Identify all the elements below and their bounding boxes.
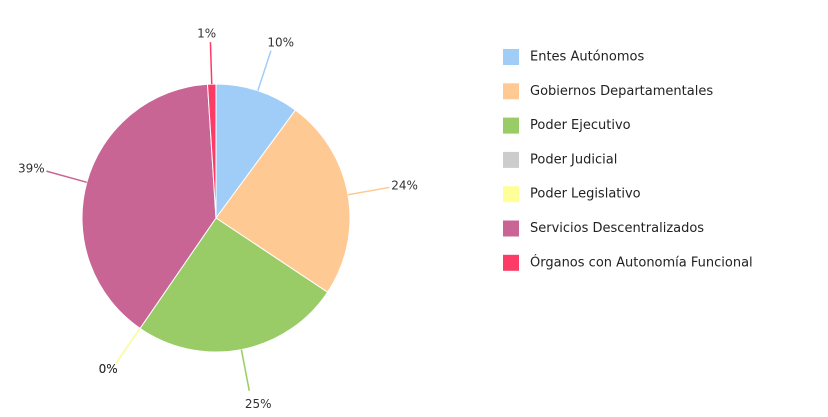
leader-line [46,170,88,184]
legend-label: Gobiernos Departamentales [530,84,713,99]
legend-swatch [503,186,519,203]
legend-swatch [503,254,519,271]
legend-swatch [503,49,519,65]
data-label: 10% [267,36,294,50]
pie-slice [139,217,329,353]
data-label: 25% [245,397,272,411]
leader-line [240,349,251,391]
legend-label: Poder Legislativo [530,187,641,202]
legend-label: Órganos con Autonomía Funcional [530,254,753,270]
leader-line [209,42,213,85]
leader-line [257,50,272,91]
data-label: 1% [197,27,216,41]
legend-label: Poder Ejecutivo [530,118,631,133]
data-label: 0% [99,362,118,376]
legend-swatch [503,83,519,100]
legend-label: Poder Judicial [530,152,617,167]
legend-swatch [503,151,519,168]
pie-slice [215,83,297,220]
data-label: 24% [391,179,418,193]
legend-swatch [503,117,519,134]
legend-label: Servicios Descentralizados [530,221,704,236]
legend-label: Entes Autónomos [530,50,644,65]
legend-swatch [503,220,519,237]
data-label: 39% [18,161,45,175]
leader-line [347,186,390,196]
pie-slice [215,109,351,293]
leader-line [115,327,141,364]
pie-slice [81,83,217,330]
data-label: 0% [99,362,118,376]
